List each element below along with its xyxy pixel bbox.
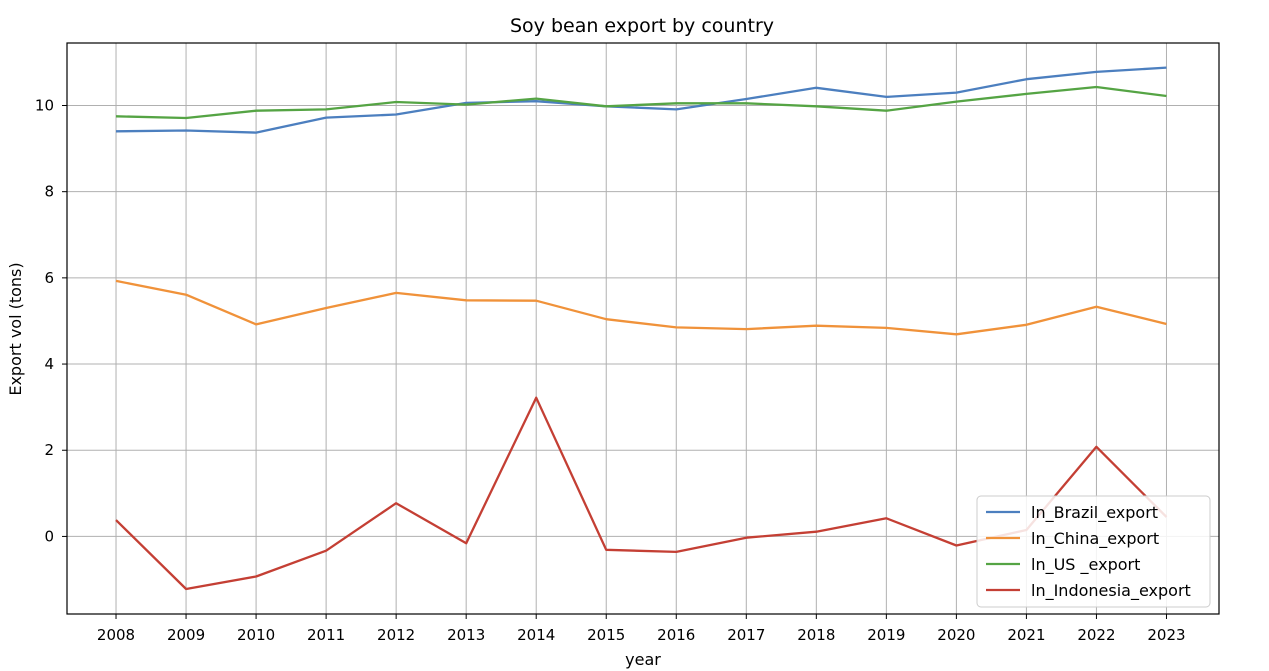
y-axis-label: Export vol (tons) (6, 262, 25, 395)
x-tick-label: 2018 (797, 626, 835, 644)
series-lines (115, 66, 1168, 591)
plot-frame (66, 42, 1220, 615)
x-tick-label: 2008 (97, 626, 135, 644)
y-tick-label: 4 (44, 355, 54, 373)
x-tick-label: 2010 (237, 626, 275, 644)
y-tick-label: 8 (44, 183, 54, 201)
x-tick-label: 2013 (447, 626, 485, 644)
legend: ln_Brazil_export ln_China_export ln_US _ex… (976, 495, 1211, 608)
y-tick-label: 2 (44, 441, 54, 459)
x-tick-label: 2016 (657, 626, 695, 644)
legend-label: ln_China_export (1031, 529, 1159, 549)
x-tick-label: 2023 (1147, 626, 1185, 644)
x-tick-label: 2012 (377, 626, 415, 644)
x-tick-label: 2009 (167, 626, 205, 644)
x-tick-label: 2021 (1007, 626, 1045, 644)
series-line-1 (115, 279, 1167, 336)
chart-title: Soy bean export by country (510, 15, 774, 37)
x-tick-label: 2014 (517, 626, 555, 644)
y-tick-label: 6 (44, 269, 54, 287)
legend-label: ln_Indonesia_export (1031, 581, 1191, 601)
axis-ticks: 2008 2009 2010 2011 2012 2013 2014 2015 2016 2017… (35, 96, 1186, 644)
series-line-0 (115, 66, 1167, 134)
x-tick-label: 2011 (307, 626, 345, 644)
x-tick-label: 2019 (867, 626, 905, 644)
y-tick-label: 0 (44, 527, 54, 545)
x-axis-label: year (625, 650, 661, 669)
legend-box (976, 495, 1211, 608)
x-tick-label: 2022 (1077, 626, 1115, 644)
legend-label: ln_Brazil_export (1031, 503, 1158, 523)
x-tick-label: 2020 (937, 626, 975, 644)
x-tick-label: 2017 (727, 626, 765, 644)
x-tick-label: 2015 (587, 626, 625, 644)
y-tick-label: 10 (35, 96, 54, 114)
series-line-2 (115, 85, 1167, 120)
legend-label: ln_US _export (1031, 555, 1140, 575)
